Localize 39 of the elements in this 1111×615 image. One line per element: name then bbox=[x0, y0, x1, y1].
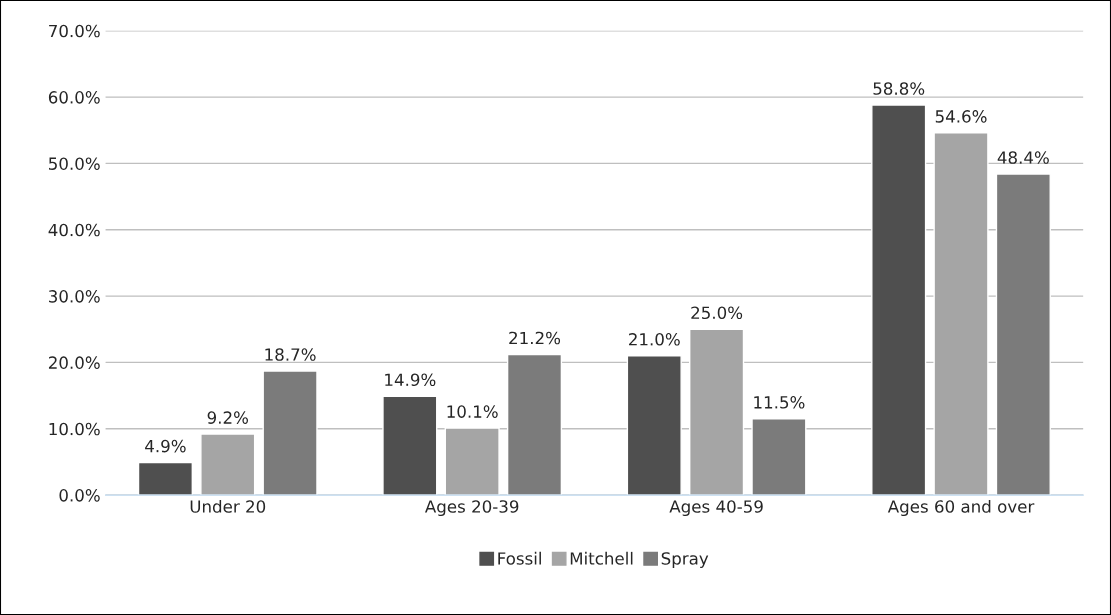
bar bbox=[262, 370, 318, 496]
y-tick-label: 10.0% bbox=[49, 422, 100, 436]
data-label: 25.0% bbox=[691, 306, 743, 320]
legend-label: Mitchell bbox=[570, 551, 633, 565]
data-label: 48.4% bbox=[997, 151, 1049, 164]
y-tick-label: 30.0% bbox=[49, 290, 100, 303]
legend-label: Spray bbox=[661, 552, 709, 568]
data-label: 58.8% bbox=[873, 82, 925, 95]
bar bbox=[626, 355, 682, 496]
data-label: 21.2% bbox=[509, 331, 561, 345]
data-label: 21.0% bbox=[629, 333, 680, 346]
data-label: 14.9% bbox=[385, 373, 436, 387]
x-tick-label: Under 20 bbox=[190, 499, 266, 513]
bar bbox=[444, 427, 500, 496]
x-tick-label: Ages 60 and over bbox=[887, 499, 1035, 517]
x-tick-label: Ages 40-59 bbox=[669, 500, 763, 517]
legend-label: Fossil bbox=[498, 551, 541, 565]
y-tick-label: 0.0% bbox=[59, 489, 100, 502]
x-tick-label: Ages 20-39 bbox=[424, 500, 519, 517]
data-label: 18.7% bbox=[265, 348, 316, 361]
bar bbox=[200, 433, 256, 496]
bar bbox=[995, 173, 1051, 496]
data-label: 10.1% bbox=[447, 405, 498, 418]
bar bbox=[933, 132, 989, 496]
y-tick-label: 20.0% bbox=[48, 356, 100, 369]
y-tick-label: 60.0% bbox=[48, 91, 100, 104]
bar bbox=[751, 418, 807, 496]
data-label: 54.6% bbox=[935, 110, 987, 123]
y-tick-label: 40.0% bbox=[48, 223, 100, 237]
data-label: 11.5% bbox=[754, 396, 805, 409]
bar bbox=[382, 395, 438, 496]
bar bbox=[137, 461, 194, 496]
y-tick-label: 50.0% bbox=[49, 157, 100, 170]
data-label: 9.2% bbox=[207, 411, 249, 424]
y-tick-label: 70.0% bbox=[49, 24, 100, 38]
bar bbox=[689, 328, 745, 496]
data-label: 4.9% bbox=[145, 439, 186, 453]
bar bbox=[506, 353, 563, 496]
bar bbox=[871, 104, 927, 496]
